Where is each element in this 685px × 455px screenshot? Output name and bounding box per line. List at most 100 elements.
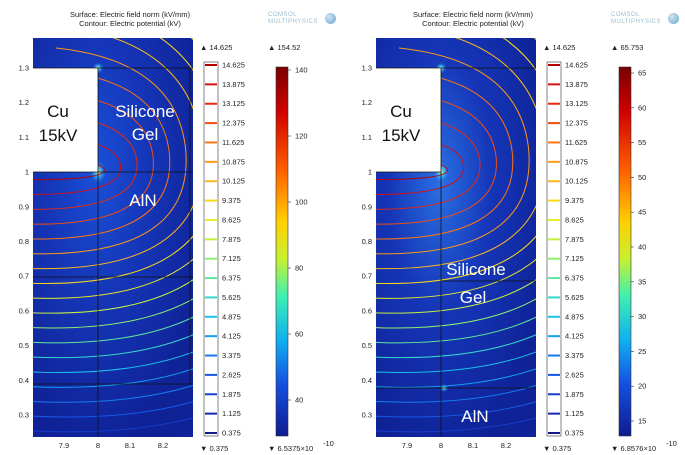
colorbar-tick-label: 50 [638, 173, 646, 182]
contour-legend-value: 2.625 [565, 370, 584, 379]
surface-min-exponent: -10 [323, 439, 334, 448]
contour-legend-value: 7.125 [222, 254, 241, 263]
contour-legend-value: 7.875 [565, 235, 584, 244]
contour-legend-value: 1.125 [565, 409, 584, 418]
colorbar-tick-label: 30 [638, 312, 646, 321]
y-tick-label: 0.3 [362, 411, 372, 420]
title-line-contour: Contour: Electric potential (kV) [422, 19, 524, 28]
y-tick-label: 1.3 [19, 64, 29, 73]
contour-legend-value: 7.125 [565, 254, 584, 263]
colorbar-tick-label: 140 [295, 66, 308, 75]
right-field-plot-panel: Surface: Electric field norm (kV/mm) Con… [343, 0, 685, 455]
y-tick-label: 0.7 [19, 272, 29, 281]
contour-line [33, 38, 193, 284]
contour-line [33, 351, 193, 373]
colorbar-tick-label: 40 [638, 243, 646, 252]
surface-colorbar [618, 66, 632, 437]
y-tick-label: 1 [25, 168, 29, 177]
y-tick-label: 1.1 [362, 133, 372, 142]
y-tick-label: 1 [368, 168, 372, 177]
contour-legend-value: 13.875 [565, 80, 588, 89]
contour-legend-value: 4.125 [565, 332, 584, 341]
plot-title: Surface: Electric field norm (kV/mm) Con… [40, 10, 220, 28]
cu-electrode [376, 68, 441, 172]
x-tick-label: 8.1 [468, 441, 478, 450]
title-line-contour: Contour: Electric potential (kV) [79, 19, 181, 28]
contour-legend-value: 5.625 [565, 293, 584, 302]
contour-legend-value: 11.625 [565, 138, 587, 147]
field-plot-svg: Cu 15kV Silicone Gel AlN 1.3 1.2 1.1 1 0.9 0.8 0.7 0… [362, 38, 677, 453]
silicone-gel-label: Gel [460, 288, 486, 307]
contour-legend-bar [203, 61, 219, 437]
potential-contours [376, 38, 536, 437]
contour-line [376, 351, 536, 373]
contour-line [33, 38, 193, 299]
y-tick-label: 0.3 [19, 411, 29, 420]
contour-line [376, 38, 536, 284]
contour-line [33, 70, 171, 240]
y-tick-label: 0.5 [19, 341, 29, 350]
contour-line [376, 279, 536, 314]
x-tick-label: 7.9 [59, 441, 69, 450]
plot-title: Surface: Electric field norm (kV/mm) Con… [383, 10, 563, 28]
colorbar-tick-label: 60 [638, 103, 646, 112]
surface-min-label: ▼ 6.5375×10 [268, 444, 313, 453]
y-tick-label: 1.2 [19, 98, 29, 107]
contour-line [33, 368, 193, 388]
contour-line [376, 334, 536, 359]
surface-max-label: ▲ 65.753 [611, 43, 643, 52]
silicone-gel-label: Silicone [446, 260, 506, 279]
aln-label: AlN [129, 191, 156, 210]
colorbar-tick-label: 120 [295, 132, 308, 141]
contour-legend-value: 13.875 [222, 80, 245, 89]
colorbar-tick-label: 15 [638, 417, 646, 426]
contour-legend-value: 0.375 [222, 429, 241, 438]
logo-ball-icon [325, 13, 336, 24]
contour-legend-value: 4.875 [222, 312, 241, 321]
contour-legend-value: 8.625 [565, 215, 584, 224]
contour-legend-value: 13.125 [222, 99, 245, 108]
contour-legend-value: 1.125 [222, 409, 241, 418]
comsol-logo: COMSOL MULTIPHYSICS [268, 12, 338, 28]
y-tick-label: 0.9 [19, 202, 29, 211]
surface-min-exponent: -10 [666, 439, 677, 448]
contour-legend-value: 7.875 [222, 235, 241, 244]
y-tick-label: 0.6 [19, 306, 29, 315]
colorbar-tick-label: 60 [295, 330, 303, 339]
contour-legend-value: 10.875 [565, 157, 588, 166]
silicone-gel-label: Silicone [115, 102, 175, 121]
x-tick-label: 8.2 [158, 441, 168, 450]
contour-line [376, 368, 536, 388]
colorbar-tick-label: 80 [295, 264, 303, 273]
silicone-gel-label: Gel [132, 125, 158, 144]
potential-contours [33, 38, 193, 437]
contour-line [376, 47, 530, 255]
contour-legend-value: 12.375 [222, 119, 245, 128]
colorbar-tick-label: 55 [638, 138, 646, 147]
contour-max-label: ▲ 14.625 [543, 43, 575, 52]
contour-line [33, 279, 193, 314]
contour-line [376, 298, 536, 329]
x-tick-label: 8.2 [501, 441, 511, 450]
cu-label: Cu [47, 102, 69, 121]
colorbar-tick-label: 25 [638, 347, 646, 356]
contour-legend-value: 1.875 [565, 390, 584, 399]
contour-max-label: ▲ 14.625 [200, 43, 232, 52]
x-tick-label: 8 [96, 441, 100, 450]
contour-legend-value: 2.625 [222, 370, 241, 379]
y-tick-label: 1.1 [19, 133, 29, 142]
contour-line [33, 92, 154, 225]
colorbar-tick-label: 20 [638, 382, 646, 391]
contour-legend-value: 6.375 [222, 274, 241, 283]
colorbar-tick-label: 40 [295, 396, 303, 405]
contour-legend-value: 10.125 [565, 177, 588, 186]
colorbar-tick-label: 35 [638, 277, 646, 286]
contour-line [376, 70, 514, 240]
title-line-surface: Surface: Electric field norm (kV/mm) [412, 10, 534, 19]
contour-legend-value: 0.375 [565, 429, 584, 438]
colorbar-tick-label: 45 [638, 208, 646, 217]
contour-line [33, 38, 193, 270]
surface-max-label: ▲ 154.52 [268, 43, 300, 52]
y-tick-label: 0.4 [19, 376, 29, 385]
contour-legend-value: 11.625 [222, 138, 244, 147]
